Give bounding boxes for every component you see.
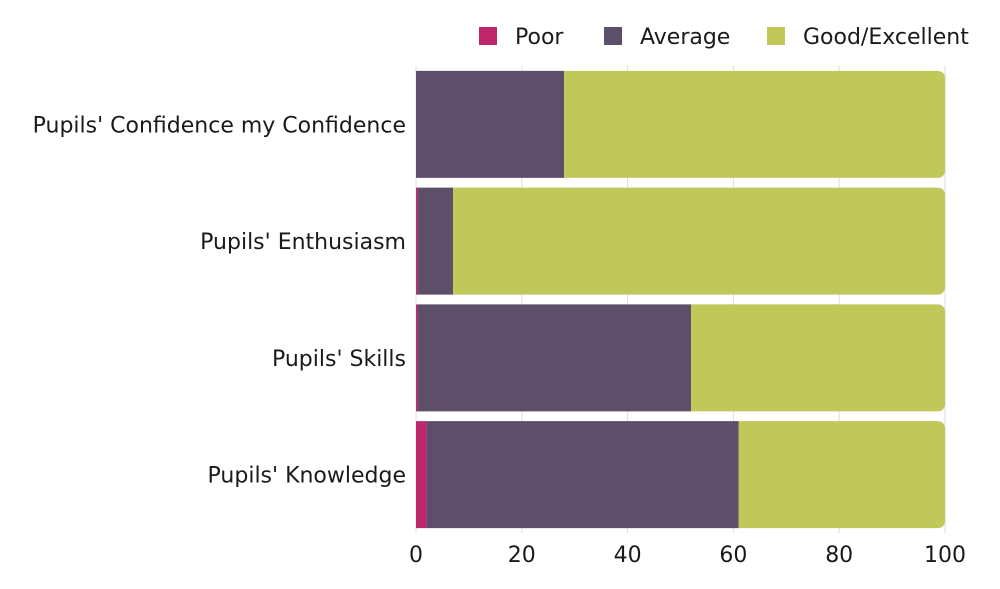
bar-segment-poor [416, 421, 427, 529]
bar-segment-average [417, 304, 692, 412]
legend-swatch [604, 27, 622, 45]
bar-segment-average [426, 421, 739, 529]
x-tick-label: 80 [825, 543, 853, 568]
bar-segment-poor [416, 304, 418, 412]
bar-segment-good-excellent [691, 304, 945, 412]
bar-segment-poor [416, 187, 418, 295]
category-label: Pupils' Enthusiasm [200, 230, 406, 255]
bar-segment-good-excellent [564, 70, 945, 178]
category-label: Pupils' Knowledge [208, 464, 406, 489]
x-tick-label: 100 [924, 543, 966, 568]
legend-label: Average [640, 25, 730, 50]
legend: Poor Average Good/Excellent [479, 25, 969, 50]
legend-swatch [479, 27, 497, 45]
x-tick-label: 20 [508, 543, 536, 568]
x-axis-tick-labels: 0 20 40 60 80 100 [409, 543, 966, 568]
x-tick-label: 0 [409, 543, 423, 568]
category-labels: Pupils' Confidence my Confidence Pupils' … [33, 113, 406, 488]
x-tick-label: 60 [719, 543, 747, 568]
legend-swatch [767, 27, 785, 45]
bar-segment-good-excellent [738, 421, 945, 529]
category-label: Pupils' Confidence my Confidence [33, 113, 406, 138]
category-label: Pupils' Skills [272, 347, 406, 372]
bar-segment-good-excellent [453, 187, 945, 295]
bars [416, 70, 945, 529]
legend-label: Poor [515, 25, 564, 50]
x-tick-label: 40 [614, 543, 642, 568]
legend-label: Good/Excellent [803, 25, 969, 50]
bar-segment-average [417, 187, 454, 295]
bar-segment-average [416, 70, 565, 178]
